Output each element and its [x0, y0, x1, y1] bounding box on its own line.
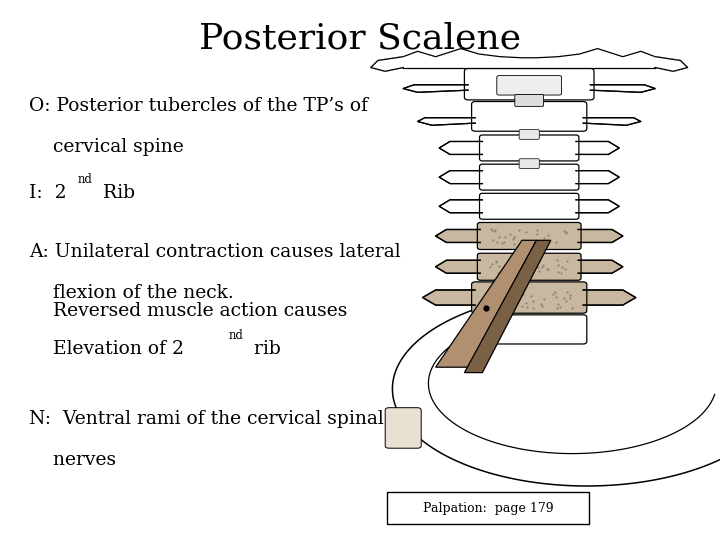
Text: O: Posterior tubercles of the TP’s of: O: Posterior tubercles of the TP’s of — [29, 97, 368, 115]
Polygon shape — [439, 171, 482, 184]
Polygon shape — [403, 85, 468, 92]
FancyBboxPatch shape — [519, 130, 539, 139]
FancyBboxPatch shape — [464, 69, 594, 100]
FancyBboxPatch shape — [480, 164, 579, 190]
FancyBboxPatch shape — [477, 222, 581, 249]
FancyBboxPatch shape — [472, 315, 587, 344]
Polygon shape — [576, 171, 619, 184]
Polygon shape — [583, 118, 641, 125]
FancyBboxPatch shape — [497, 76, 562, 95]
FancyBboxPatch shape — [472, 102, 587, 131]
Polygon shape — [439, 200, 482, 213]
Polygon shape — [464, 240, 551, 373]
FancyBboxPatch shape — [480, 135, 579, 161]
FancyBboxPatch shape — [385, 408, 421, 448]
Text: cervical spine: cervical spine — [29, 138, 184, 156]
Polygon shape — [655, 57, 688, 71]
Text: rib: rib — [248, 340, 281, 358]
Text: Elevation of 2: Elevation of 2 — [29, 340, 184, 358]
Text: Reversed muscle action causes: Reversed muscle action causes — [29, 302, 347, 320]
FancyBboxPatch shape — [480, 193, 579, 219]
Polygon shape — [436, 260, 480, 273]
Text: flexion of the neck.: flexion of the neck. — [29, 284, 233, 301]
FancyBboxPatch shape — [477, 253, 581, 280]
FancyBboxPatch shape — [519, 159, 539, 168]
Text: nerves: nerves — [29, 451, 116, 469]
Polygon shape — [590, 85, 655, 92]
Polygon shape — [576, 141, 619, 154]
Bar — [387, 492, 589, 524]
Polygon shape — [371, 57, 403, 71]
Text: I:  2: I: 2 — [29, 184, 66, 201]
Polygon shape — [436, 240, 536, 367]
Text: N:  Ventral rami of the cervical spinal: N: Ventral rami of the cervical spinal — [29, 410, 384, 428]
Text: nd: nd — [77, 173, 92, 186]
FancyBboxPatch shape — [472, 282, 587, 313]
Text: nd: nd — [229, 329, 243, 342]
FancyBboxPatch shape — [515, 94, 544, 106]
Text: Palpation:  page 179: Palpation: page 179 — [423, 502, 554, 515]
Text: A: Unilateral contraction causes lateral: A: Unilateral contraction causes lateral — [29, 243, 400, 261]
Polygon shape — [578, 230, 623, 242]
Polygon shape — [418, 118, 475, 125]
Polygon shape — [436, 230, 480, 242]
Text: Posterior Scalene: Posterior Scalene — [199, 22, 521, 56]
Polygon shape — [578, 260, 623, 273]
Polygon shape — [439, 141, 482, 154]
Text: Rib: Rib — [96, 184, 135, 201]
Polygon shape — [583, 290, 636, 305]
Polygon shape — [423, 290, 475, 305]
Polygon shape — [576, 200, 619, 213]
